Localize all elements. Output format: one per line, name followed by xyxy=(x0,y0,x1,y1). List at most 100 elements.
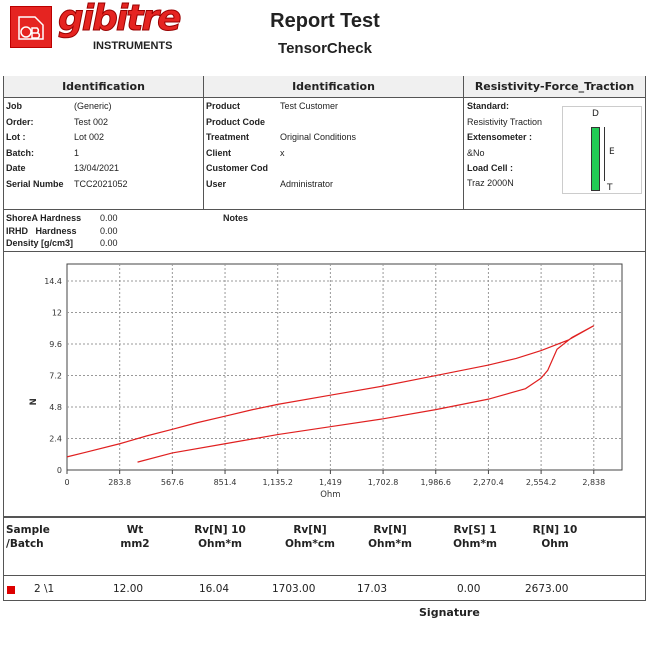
y-tick-label: 9.6 xyxy=(49,340,62,349)
column-header: Rv[S] 1 Ohm*m xyxy=(440,523,510,551)
standard-label: Standard: xyxy=(467,101,510,111)
ident-value: TCC2021052 xyxy=(74,178,128,189)
series-line xyxy=(66,325,595,463)
dimension-line xyxy=(604,127,605,181)
ident1-header: Identification xyxy=(4,76,203,98)
x-tick-label: 1,419 xyxy=(319,478,342,487)
column-header-line: Ohm*m xyxy=(368,538,412,550)
x-tick-label: 1,986.6 xyxy=(420,478,451,487)
x-tick-label: 1,702.8 xyxy=(368,478,399,487)
specimen-diagram: D E T xyxy=(562,106,642,194)
x-tick-label: 851.4 xyxy=(214,478,237,487)
column-header: Rv[N] Ohm*cm xyxy=(275,523,345,551)
y-tick-label: 4.8 xyxy=(49,403,62,412)
ident-label: Serial Numbe xyxy=(6,178,64,189)
divider xyxy=(203,76,204,210)
ident-label: Customer Cod xyxy=(206,163,269,173)
hardness-value: 0.00 xyxy=(100,213,118,223)
ident-value: Test 002 xyxy=(74,116,109,127)
column-header-line: mm2 xyxy=(120,538,150,550)
x-tick-label: 2,554.2 xyxy=(526,478,557,487)
column-header-line: Sample xyxy=(6,524,50,536)
ident-label: Batch: xyxy=(6,147,35,158)
table-cell: 0.00 xyxy=(457,583,481,595)
ident-value: (Generic) xyxy=(74,101,112,111)
column-header-line: Wt xyxy=(126,524,144,536)
ident-value: Lot 002 xyxy=(74,132,105,142)
divider xyxy=(3,209,646,210)
ident-label: Treatment xyxy=(206,132,250,142)
x-tick-label: 1,135.2 xyxy=(262,478,293,487)
table-cell: 17.03 xyxy=(357,583,388,595)
hardness-label: Density [g/cm3] xyxy=(6,238,74,248)
ident-value: Original Conditions xyxy=(280,132,357,142)
table-cell: 2 \1 xyxy=(34,583,55,595)
y-tick-label: 2.4 xyxy=(49,435,62,444)
force-resistance-chart: 0 283.8 567.6 851.4 1,135.2 1,419 1,702.8 1,986… xyxy=(29,263,623,500)
extensometer-value: &No xyxy=(467,148,485,158)
ident-value: 13/04/2021 xyxy=(74,163,120,173)
logo-brand: gibitre xyxy=(58,0,183,39)
column-header-line: Rv[S] 1 xyxy=(453,524,497,536)
column-header-line: Ohm xyxy=(541,538,569,550)
x-axis-label: Ohm xyxy=(320,490,340,500)
standard-value: Resistivity Traction xyxy=(467,117,543,127)
column-header-line: Rv[N] 10 xyxy=(194,524,246,536)
y-tick-label: 7.2 xyxy=(49,372,62,381)
x-tick-label: 2,838 xyxy=(582,478,605,487)
y-tick-label: 14.4 xyxy=(44,277,62,286)
ident-label: Product Code xyxy=(206,116,266,127)
column-header: Wt mm2 xyxy=(100,523,170,551)
dim-t: T xyxy=(607,183,613,193)
table-cell: 2673.00 xyxy=(525,583,569,595)
hardness-label: IRHD Hardness xyxy=(6,225,77,236)
load-cell-value: Traz 2000N xyxy=(467,178,514,188)
dim-e: E xyxy=(609,147,615,157)
ident-label: Order: xyxy=(6,116,34,127)
divider xyxy=(3,575,646,576)
x-tick-label: 0 xyxy=(64,478,69,487)
table-cell: 1703.00 xyxy=(272,583,316,595)
column-header-line: Rv[N] xyxy=(373,524,407,536)
y-axis-label: N xyxy=(29,398,39,405)
x-tick-label: 567.6 xyxy=(161,478,184,487)
ident-label: User xyxy=(206,178,227,189)
test-header: Resistivity-Force_Traction xyxy=(464,76,645,98)
ident-label: Lot : xyxy=(6,132,26,142)
ident-value: Administrator xyxy=(280,178,334,189)
ident2-header: Identification xyxy=(204,76,463,98)
hardness-value: 0.00 xyxy=(100,225,118,236)
hardness-label: ShoreA Hardness xyxy=(6,213,82,223)
column-header-line: Rv[N] xyxy=(293,524,327,536)
column-header: Sample/Batch xyxy=(6,523,66,551)
divider xyxy=(3,251,646,252)
y-tick-label: 12 xyxy=(52,309,62,318)
ident-label: Client xyxy=(206,147,232,158)
ident-value: 1 xyxy=(74,147,80,158)
column-header-line: R[N] 10 xyxy=(532,524,578,536)
report-title: Report Test xyxy=(270,10,380,32)
divider xyxy=(463,76,464,210)
divider xyxy=(3,516,646,518)
ident-label: Product xyxy=(206,101,241,111)
column-header-line: /Batch xyxy=(6,538,44,550)
column-header: R[N] 10 Ohm xyxy=(520,523,590,551)
y-tick-label: 0 xyxy=(57,466,62,475)
extensometer-label: Extensometer : xyxy=(467,132,533,142)
ident-value: x xyxy=(280,147,285,158)
ident-label: Job xyxy=(6,101,23,111)
column-header-line: Ohm*m xyxy=(453,538,497,550)
x-tick-label: 2,270.4 xyxy=(473,478,504,487)
column-header-line: Ohm*m xyxy=(198,538,242,550)
plot-area xyxy=(66,263,623,471)
ident-label: Date xyxy=(6,163,26,173)
signature-label: Signature xyxy=(419,606,480,619)
column-header: Rv[N] 10 Ohm*m xyxy=(185,523,255,551)
logo-sub: INSTRUMENTS xyxy=(93,40,173,52)
notes-label: Notes xyxy=(223,213,249,223)
report-subtitle: TensorCheck xyxy=(278,40,372,57)
logo-emblem xyxy=(10,6,52,48)
column-header-line: Ohm*cm xyxy=(285,538,335,550)
table-cell: 16.04 xyxy=(199,583,230,595)
dim-d: D xyxy=(592,109,599,119)
